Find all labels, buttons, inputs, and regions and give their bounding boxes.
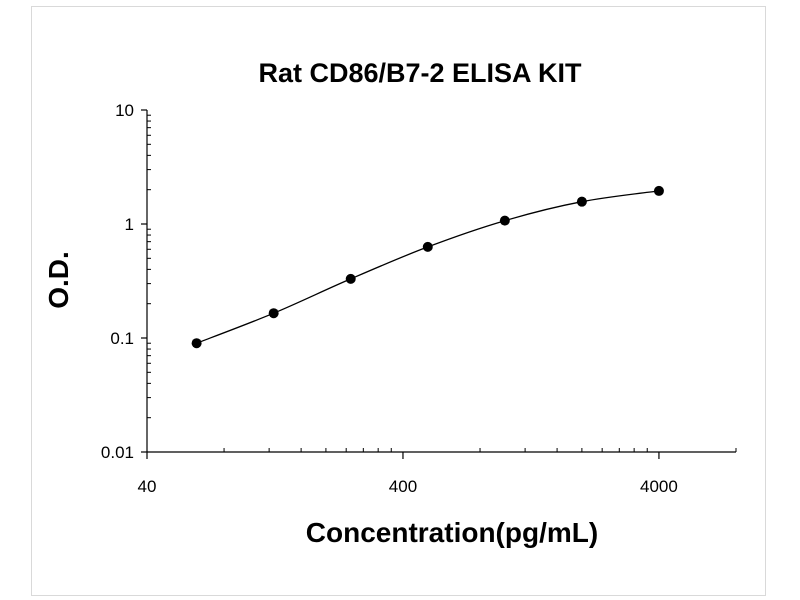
data-point — [499, 215, 510, 226]
data-point — [191, 338, 202, 349]
fit-curve-layer — [196, 190, 659, 344]
data-point — [268, 308, 279, 319]
data-point — [422, 241, 433, 252]
y-axis-title: O.D. — [43, 251, 74, 309]
data-points — [191, 185, 664, 349]
y-tick-label: 10 — [115, 101, 134, 120]
x-tick-label: 400 — [389, 477, 417, 496]
x-tick-label: 40 — [138, 477, 157, 496]
data-point — [345, 273, 356, 284]
data-point — [576, 196, 587, 207]
data-point — [653, 185, 664, 196]
x-axis-title: Concentration(pg/mL) — [306, 517, 598, 548]
chart-title: Rat CD86/B7-2 ELISA KIT — [258, 58, 582, 88]
y-tick-label: 0.1 — [110, 329, 134, 348]
chart-frame — [31, 6, 766, 596]
x-tick-label: 4000 — [640, 477, 678, 496]
y-tick-label: 0.01 — [101, 443, 134, 462]
y-tick-label: 1 — [125, 215, 134, 234]
fit-curve — [196, 190, 659, 344]
